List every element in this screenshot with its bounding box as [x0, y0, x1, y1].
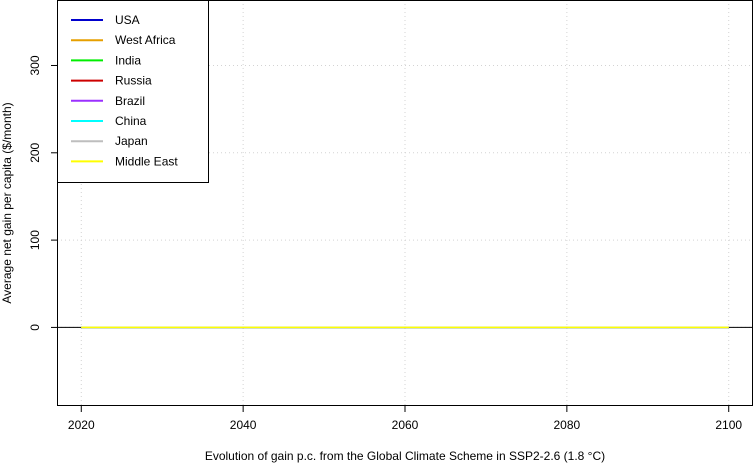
y-tick-label: 0: [28, 324, 42, 331]
legend: USA West Africa India Russia Brazil China Japa…: [57, 0, 209, 183]
legend-box: [57, 0, 209, 183]
x-tick-label: 2020: [68, 418, 95, 432]
x-axis-label: Evolution of gain p.c. from the Global C…: [205, 449, 605, 463]
x-tick-label: 2100: [715, 418, 742, 432]
y-axis-label: Average net gain per capita ($/month): [0, 102, 14, 303]
x-tick-label: 2060: [392, 418, 419, 432]
legend-label: West Africa: [115, 33, 176, 47]
plot-frame: [57, 0, 753, 406]
legend-label: Middle East: [115, 154, 178, 168]
y-tick-label: 100: [28, 230, 42, 250]
legend-label: India: [115, 53, 141, 67]
x-tick-label: 2040: [230, 418, 257, 432]
x-axis-ticks: 2020 2040 2060 2080 2100: [68, 406, 742, 432]
legend-label: USA: [115, 13, 140, 27]
y-axis-ticks: 0 100 200 300: [28, 55, 57, 331]
legend-label: China: [115, 114, 147, 128]
x-tick-label: 2080: [554, 418, 581, 432]
legend-label: Russia: [115, 74, 152, 88]
legend-label: Brazil: [115, 94, 145, 108]
y-tick-label: 200: [28, 142, 42, 162]
y-tick-label: 300: [28, 55, 42, 75]
legend-label: Japan: [115, 134, 148, 148]
